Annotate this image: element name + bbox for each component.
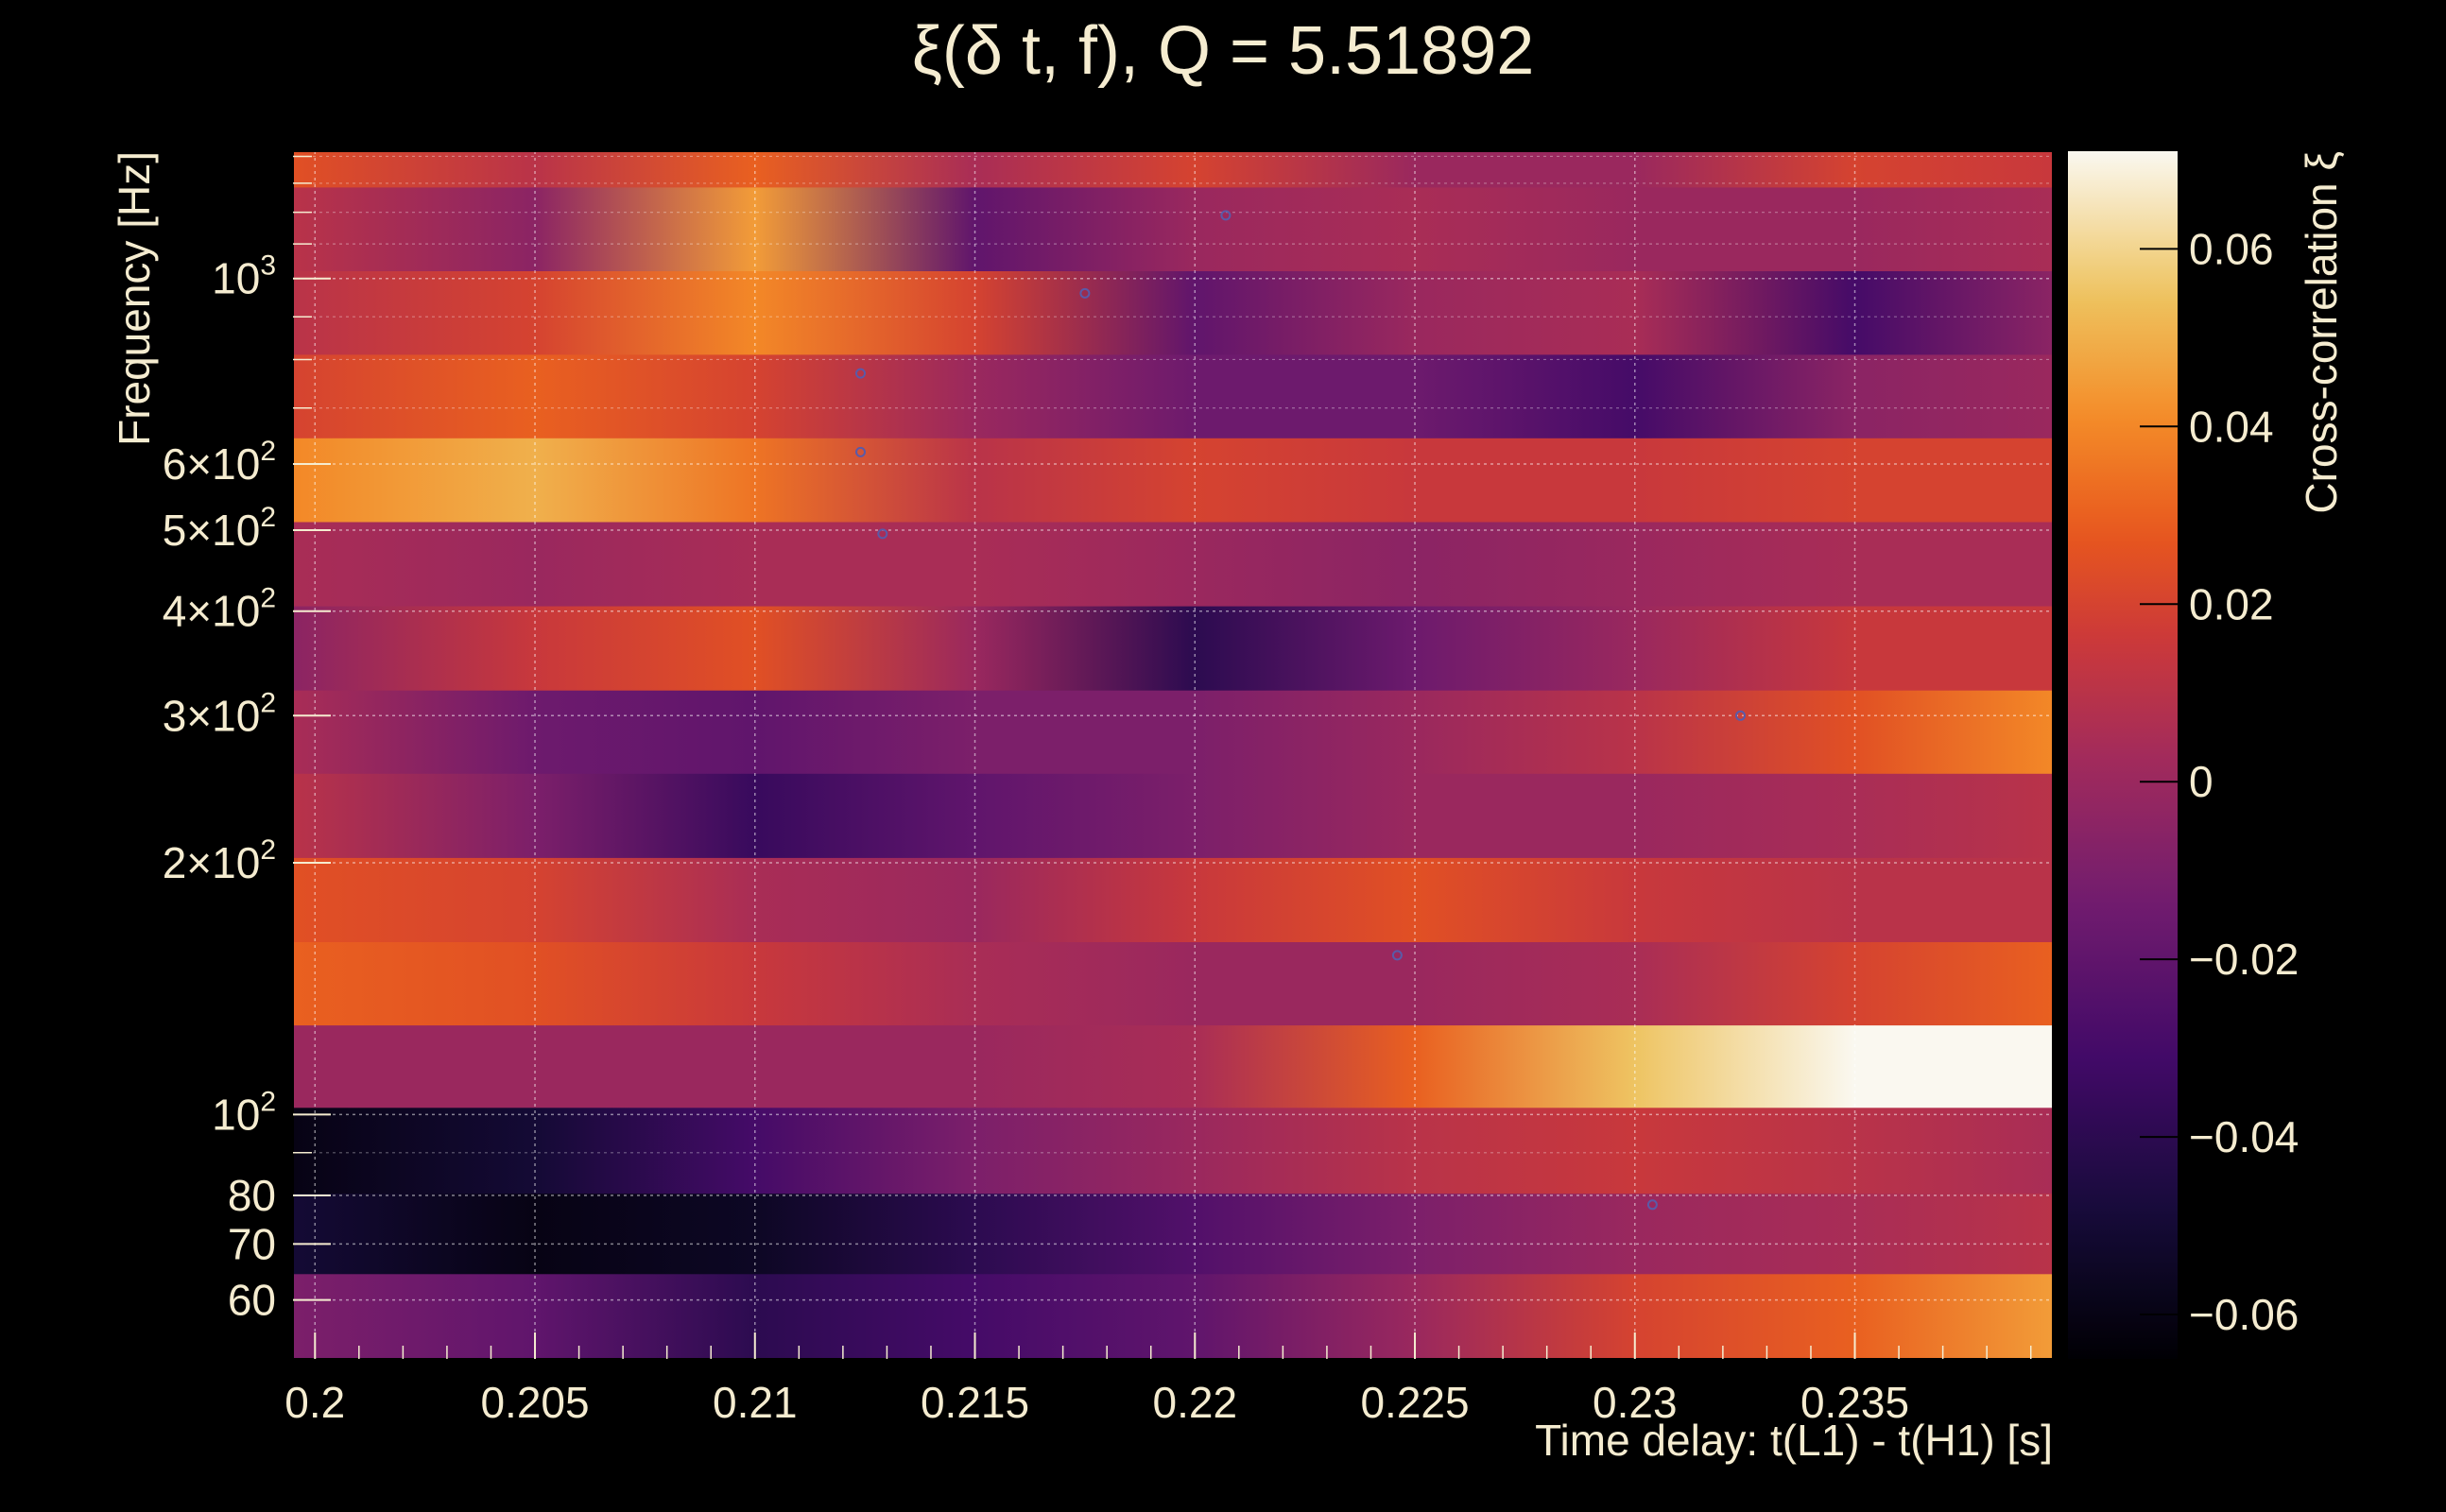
heatmap-band bbox=[293, 186, 2053, 271]
colorbar-label: Cross-correlation ξ bbox=[2297, 151, 2346, 514]
x-tick-label: 0.205 bbox=[480, 1378, 589, 1427]
heatmap-band bbox=[293, 1024, 2053, 1108]
peak-marker bbox=[1391, 950, 1403, 961]
x-tick-label: 0.2 bbox=[284, 1378, 345, 1427]
y-tick-label: 6×102 bbox=[163, 436, 276, 489]
heatmap-band bbox=[293, 857, 2053, 942]
plot-frame bbox=[292, 150, 2054, 1360]
heatmap-band bbox=[293, 1273, 2053, 1359]
chart-title: ξ(δ t, f), Q = 5.51892 bbox=[912, 13, 1535, 89]
y-tick-label: 103 bbox=[212, 250, 276, 303]
colorbar-tick-label: −0.02 bbox=[2189, 935, 2299, 984]
heatmap-band bbox=[293, 1193, 2053, 1275]
heatmap-band bbox=[293, 438, 2053, 523]
heatmap-bands bbox=[293, 151, 2053, 1359]
x-tick-label: 0.22 bbox=[1153, 1378, 1238, 1427]
heatmap-band bbox=[293, 1107, 2053, 1194]
x-axis: 0.2 0.205 0.21 0.215 0.22 0.225 0.23 0.235 bbox=[284, 1332, 2032, 1427]
colorbar-tick-label: −0.06 bbox=[2189, 1290, 2299, 1339]
colorbar-tick-label: 0.04 bbox=[2189, 402, 2274, 451]
x-axis-label: Time delay: t(L1) - t(H1) [s] bbox=[1535, 1416, 2053, 1465]
peak-marker bbox=[855, 368, 866, 379]
peak-marker bbox=[877, 528, 888, 540]
x-tick-label: 0.21 bbox=[713, 1378, 798, 1427]
colorbar-gradient bbox=[2068, 151, 2178, 1359]
colorbar-tick-label: −0.04 bbox=[2189, 1112, 2299, 1161]
heatmap-band bbox=[293, 606, 2053, 691]
colorbar-tick-label: 0.02 bbox=[2189, 579, 2274, 628]
heatmap-band bbox=[293, 941, 2053, 1026]
y-tick-label: 60 bbox=[228, 1276, 276, 1325]
colorbar-tick-label: 0 bbox=[2189, 757, 2213, 806]
colorbar-tick-label: 0.06 bbox=[2189, 224, 2274, 273]
heatmap-band bbox=[293, 353, 2053, 438]
y-tick-label: 5×102 bbox=[163, 502, 276, 555]
y-axis-label: Frequency [Hz] bbox=[110, 151, 159, 446]
peak-markers bbox=[855, 210, 1746, 1211]
y-tick-label: 80 bbox=[228, 1171, 276, 1220]
peak-marker bbox=[855, 446, 866, 457]
heatmap-band bbox=[293, 521, 2053, 607]
x-tick-label: 0.215 bbox=[921, 1378, 1029, 1427]
grid bbox=[292, 150, 2054, 1360]
peak-marker bbox=[1735, 710, 1746, 721]
y-tick-label: 2×102 bbox=[163, 834, 276, 887]
heatmap-band bbox=[293, 151, 2053, 188]
heatmap-band bbox=[293, 773, 2053, 858]
x-tick-label: 0.225 bbox=[1360, 1378, 1469, 1427]
heatmap-band bbox=[293, 690, 2053, 774]
y-tick-label: 70 bbox=[228, 1219, 276, 1268]
colorbar: 0.06 0.04 0.02 0 −0.02 −0.04 −0.06 bbox=[2068, 151, 2299, 1359]
x-tick-label: 0.23 bbox=[1593, 1378, 1678, 1427]
y-tick-label: 3×102 bbox=[163, 687, 276, 740]
peak-marker bbox=[1220, 210, 1232, 221]
peak-marker bbox=[1079, 287, 1091, 299]
y-tick-label: 4×102 bbox=[163, 583, 276, 636]
peak-marker bbox=[1646, 1199, 1658, 1211]
heatmap-band bbox=[293, 270, 2053, 355]
x-tick-label: 0.235 bbox=[1800, 1378, 1909, 1427]
y-tick-label: 102 bbox=[212, 1086, 276, 1139]
